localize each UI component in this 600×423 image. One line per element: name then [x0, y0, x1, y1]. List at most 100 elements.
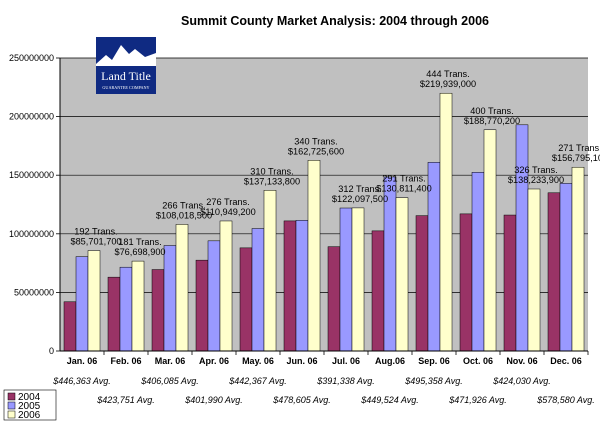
legend-swatch-2004: [7, 392, 16, 401]
bar-2004-4: [239, 247, 253, 352]
bar-2006-8: [439, 92, 453, 352]
average-price-label: $391,338 Avg.: [316, 376, 375, 386]
average-price-label: $471,926 Avg.: [448, 395, 507, 405]
legend-swatch-2005: [7, 401, 16, 410]
bar-2004-0: [63, 301, 77, 352]
x-tick-label: Jun. 06: [286, 356, 317, 366]
annotation-trans: 340 Trans.: [294, 136, 337, 146]
bar-2004-8: [415, 215, 429, 352]
bar-2006-9: [483, 129, 497, 352]
bar-2005-6: [339, 207, 353, 352]
bar-2004-1: [107, 276, 121, 352]
bar-2005-10: [515, 124, 529, 352]
x-tick-label: May. 06: [242, 356, 274, 366]
annotation-trans: 276 Trans.: [206, 197, 249, 207]
annotation-trans: 444 Trans.: [426, 69, 469, 79]
average-price-label: $446,363 Avg.: [52, 376, 111, 386]
x-tick-label: Aug.06: [375, 356, 405, 366]
bar-annotations: 192 Trans.$85,701,700 $446,363 Avg. 181 Tr…: [52, 69, 600, 405]
average-price-label: $423,751 Avg.: [96, 395, 155, 405]
chart-title: Summit County Market Analysis: 2004 thro…: [181, 14, 489, 28]
axes: 0 50000000 100000000 150000000 200000000 2500…: [9, 53, 589, 366]
land-title-logo: Land Title GUARANTEE COMPANY: [96, 37, 156, 94]
bar-2006-2: [175, 224, 189, 352]
average-price-label: $442,367 Avg.: [228, 376, 287, 386]
x-tick-label: Jul. 06: [332, 356, 360, 366]
annotation-value: $108,018,500: [156, 210, 212, 220]
bar-2004-3: [195, 259, 209, 352]
bar-2006-5: [307, 160, 321, 352]
annotation-trans: 271 Trans.: [558, 143, 600, 153]
annotation-trans: 181 Trans.: [118, 237, 161, 247]
average-price-label: $495,358 Avg.: [404, 376, 463, 386]
y-tick-label: 100000000: [9, 229, 54, 239]
annotation-trans: 326 Trans.: [514, 165, 557, 175]
average-price-label: $478,605 Avg.: [272, 395, 331, 405]
bar-2005-2: [163, 245, 177, 352]
x-tick-label: Dec. 06: [550, 356, 582, 366]
bar-2005-3: [207, 240, 221, 352]
bar-series: [63, 92, 585, 352]
x-tick-label: Feb. 06: [110, 356, 141, 366]
bar-2004-9: [459, 213, 473, 352]
mountain-icon: [96, 45, 156, 66]
bar-2004-10: [503, 214, 517, 352]
average-price-label: $449,524 Avg.: [360, 395, 419, 405]
annotation-trans: 310 Trans.: [250, 166, 293, 176]
bar-2005-0: [75, 256, 89, 352]
average-price-label: $424,030 Avg.: [492, 376, 551, 386]
x-tick-label: Sep. 06: [418, 356, 450, 366]
y-tick-label: 250000000: [9, 53, 54, 63]
y-tick-label: 200000000: [9, 112, 54, 122]
bar-2005-4: [251, 228, 265, 352]
bar-2006-7: [395, 197, 409, 352]
bar-2006-3: [219, 220, 233, 352]
gridlines: [60, 57, 588, 293]
legend-label-2004: 2004: [18, 392, 41, 403]
bar-2006-11: [571, 166, 585, 352]
x-tick-label: Oct. 06: [463, 356, 493, 366]
y-tick-label: 50000000: [14, 287, 54, 297]
logo-line1: Land Title: [101, 69, 151, 83]
x-tick-label: Jan. 06: [67, 356, 98, 366]
logo-line2: GUARANTEE COMPANY: [102, 85, 149, 90]
bar-2006-1: [131, 260, 145, 352]
annotation-value: $110,949,200: [200, 207, 256, 217]
bar-2004-6: [327, 246, 341, 352]
average-price-label: $406,085 Avg.: [140, 376, 199, 386]
annotation-value: $188,770,200: [464, 116, 520, 126]
annotation-value: $85,701,700: [70, 237, 121, 247]
annotation-trans: 266 Trans.: [162, 200, 205, 210]
legend-label-2006: 2006: [18, 410, 41, 421]
bar-2006-0: [87, 250, 101, 352]
annotation-trans: 192 Trans.: [74, 227, 117, 237]
plot-area: [60, 58, 588, 351]
legend-swatch-2006: [7, 410, 16, 419]
bar-2006-10: [527, 188, 541, 352]
x-tick-label: Nov. 06: [506, 356, 537, 366]
annotation-trans: 312 Trans.: [338, 184, 381, 194]
annotation-value: $138,233,900: [508, 175, 564, 185]
annotation-value: $137,133,800: [244, 176, 300, 186]
annotation-value: $162,725,600: [288, 146, 344, 156]
x-tick-label: Mar. 06: [155, 356, 186, 366]
bar-2004-11: [547, 192, 561, 352]
annotation-value: $219,939,000: [420, 79, 476, 89]
bar-2004-2: [151, 269, 165, 352]
annotation-value: $156,795,100: [552, 153, 600, 163]
bar-2005-1: [119, 266, 133, 352]
bar-2005-11: [559, 183, 573, 352]
bar-2006-4: [263, 190, 277, 352]
average-price-label: $578,580 Avg.: [536, 395, 595, 405]
annotation-value: $130,811,400: [376, 184, 432, 194]
annotation-value: $122,097,500: [332, 194, 388, 204]
bar-2004-7: [371, 230, 385, 352]
legend-label-2005: 2005: [18, 401, 41, 412]
y-tick-label: 0: [49, 346, 54, 356]
bar-2004-5: [283, 220, 297, 352]
average-price-label: $401,990 Avg.: [184, 395, 243, 405]
y-tick-label: 150000000: [9, 170, 54, 180]
annotation-trans: 400 Trans.: [470, 106, 513, 116]
